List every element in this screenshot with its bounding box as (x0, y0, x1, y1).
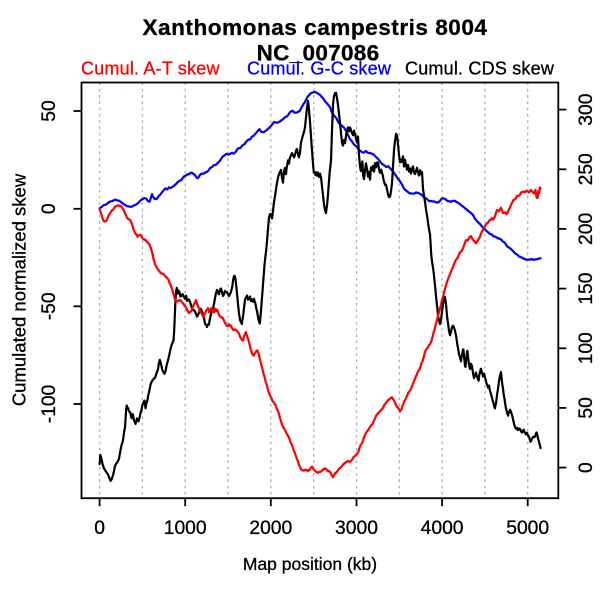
svg-text:NC_007086: NC_007086 (257, 41, 380, 66)
svg-text:Cumulated normalized skew: Cumulated normalized skew (8, 173, 29, 406)
svg-text:0: 0 (94, 518, 105, 539)
svg-text:5000: 5000 (506, 518, 549, 539)
svg-text:-100: -100 (39, 385, 60, 424)
svg-text:200: 200 (576, 213, 597, 245)
svg-text:0: 0 (576, 462, 597, 473)
svg-text:3000: 3000 (335, 518, 378, 539)
svg-text:Cumul. G-C skew: Cumul. G-C skew (247, 59, 392, 79)
svg-text:150: 150 (576, 273, 597, 305)
svg-text:100: 100 (576, 332, 597, 364)
svg-text:Xanthomonas campestris 8004: Xanthomonas campestris 8004 (142, 15, 487, 40)
svg-text:Cumul. A-T skew: Cumul. A-T skew (81, 59, 221, 79)
svg-text:4000: 4000 (421, 518, 464, 539)
svg-text:50: 50 (39, 100, 60, 121)
svg-text:300: 300 (576, 94, 597, 126)
svg-text:2000: 2000 (249, 518, 292, 539)
svg-text:0: 0 (39, 203, 60, 214)
svg-text:Cumul. CDS skew: Cumul. CDS skew (405, 59, 555, 79)
svg-text:250: 250 (576, 153, 597, 185)
svg-text:-50: -50 (39, 292, 60, 320)
svg-text:Map position (kb): Map position (kb) (243, 554, 377, 574)
svg-text:50: 50 (576, 397, 597, 418)
svg-text:1000: 1000 (164, 518, 207, 539)
